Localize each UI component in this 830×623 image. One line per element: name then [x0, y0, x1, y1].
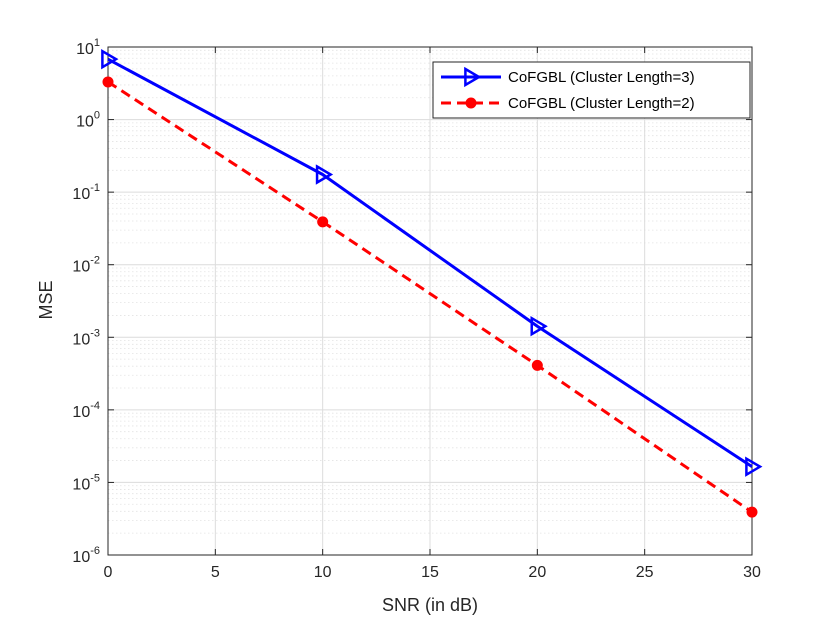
series-1-point — [530, 316, 548, 337]
x-tick-label: 30 — [743, 564, 761, 581]
series-2-point — [531, 359, 543, 371]
legend-label-series-1: CoFGBL (Cluster Length=3) — [508, 69, 695, 86]
x-tick-label: 25 — [636, 564, 654, 581]
grid — [107, 46, 753, 556]
y-tick-label: 10-6 — [72, 545, 100, 566]
legend: CoFGBL (Cluster Length=3) CoFGBL (Cluste… — [432, 61, 751, 119]
x-tick-label: 0 — [104, 564, 113, 581]
y-tick-label: 10-2 — [72, 255, 100, 276]
x-axis-label: SNR (in dB) — [382, 595, 478, 615]
x-tick-label: 5 — [211, 564, 220, 581]
y-axis-label: MSE — [36, 280, 56, 319]
legend-label-series-2: CoFGBL (Cluster Length=2) — [508, 95, 695, 112]
y-tick-label: 10-5 — [72, 472, 100, 493]
series-2-point — [746, 506, 758, 518]
series-2-point — [102, 76, 114, 88]
legend-marker-series-1 — [464, 66, 482, 88]
axis-ticks: 0 5 10 15 20 25 30 10-6 10-5 10-4 10-3 10-2 10-1 100 1… — [72, 37, 761, 581]
y-tick-label: 10-3 — [72, 327, 100, 348]
series-line-2 — [107, 80, 753, 514]
y-tick-label: 100 — [76, 110, 100, 131]
x-tick-label: 15 — [421, 564, 439, 581]
y-tick-label: 10-4 — [72, 400, 100, 421]
series-line-1 — [107, 57, 753, 468]
series-1-point — [745, 456, 763, 477]
y-tick-label: 101 — [76, 37, 100, 58]
x-tick-label: 20 — [528, 564, 546, 581]
x-tick-label: 10 — [314, 564, 332, 581]
series-1-point — [315, 164, 334, 185]
series-lines — [101, 48, 763, 518]
series-2-point — [317, 216, 329, 228]
legend-box — [432, 61, 751, 119]
series-1-point — [101, 48, 119, 70]
y-tick-label: 10-1 — [72, 182, 100, 203]
legend-marker-series-2 — [465, 97, 477, 109]
